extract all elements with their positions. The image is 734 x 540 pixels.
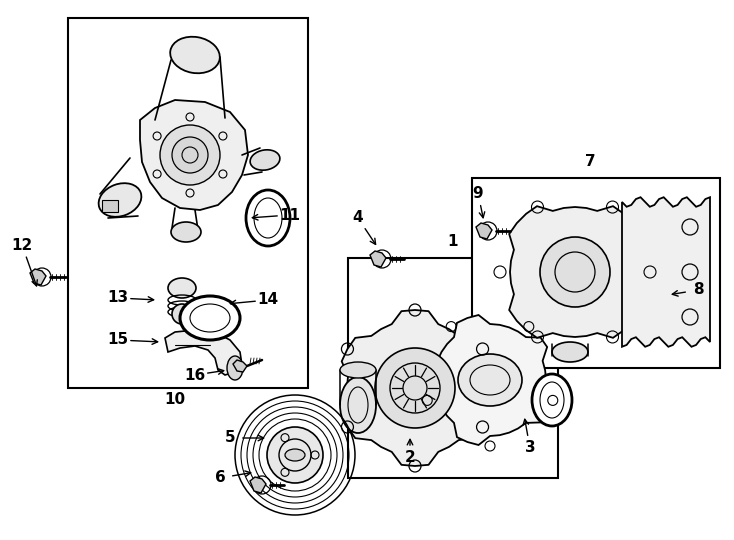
Ellipse shape xyxy=(98,183,142,217)
Text: 7: 7 xyxy=(585,154,595,170)
Ellipse shape xyxy=(340,377,376,433)
Circle shape xyxy=(172,304,192,324)
Text: 16: 16 xyxy=(184,368,206,382)
Text: 9: 9 xyxy=(473,186,483,200)
Bar xyxy=(348,258,558,478)
Text: 10: 10 xyxy=(164,393,186,408)
Ellipse shape xyxy=(250,150,280,170)
Ellipse shape xyxy=(532,374,572,426)
Text: 15: 15 xyxy=(107,333,128,348)
Ellipse shape xyxy=(458,354,522,406)
Polygon shape xyxy=(140,100,248,210)
Polygon shape xyxy=(30,269,46,285)
Circle shape xyxy=(540,237,610,307)
Ellipse shape xyxy=(180,296,240,340)
Polygon shape xyxy=(424,315,547,445)
Polygon shape xyxy=(165,330,242,375)
Text: 2: 2 xyxy=(404,450,415,465)
Text: 14: 14 xyxy=(258,293,279,307)
Circle shape xyxy=(160,125,220,185)
Text: 8: 8 xyxy=(693,282,703,298)
Text: 3: 3 xyxy=(525,441,535,456)
Text: 11: 11 xyxy=(280,207,300,222)
Ellipse shape xyxy=(170,37,219,73)
Circle shape xyxy=(267,427,323,483)
Ellipse shape xyxy=(171,222,201,242)
Polygon shape xyxy=(622,197,710,347)
Polygon shape xyxy=(476,223,492,239)
Circle shape xyxy=(375,348,455,428)
Ellipse shape xyxy=(285,449,305,461)
Circle shape xyxy=(172,137,208,173)
Ellipse shape xyxy=(340,362,376,378)
Text: 5: 5 xyxy=(225,430,236,445)
Text: 12: 12 xyxy=(11,238,32,253)
Polygon shape xyxy=(509,206,641,338)
Bar xyxy=(102,200,118,212)
Ellipse shape xyxy=(246,190,290,246)
Text: 6: 6 xyxy=(214,470,225,485)
Polygon shape xyxy=(250,477,266,493)
Polygon shape xyxy=(233,360,247,372)
Text: 4: 4 xyxy=(353,211,363,226)
Ellipse shape xyxy=(227,356,243,380)
Polygon shape xyxy=(370,251,386,267)
Ellipse shape xyxy=(552,342,588,362)
Bar xyxy=(68,18,308,388)
Polygon shape xyxy=(342,310,488,466)
Text: 1: 1 xyxy=(448,234,458,249)
Ellipse shape xyxy=(168,278,196,298)
Text: 13: 13 xyxy=(107,291,128,306)
Bar xyxy=(472,178,720,368)
